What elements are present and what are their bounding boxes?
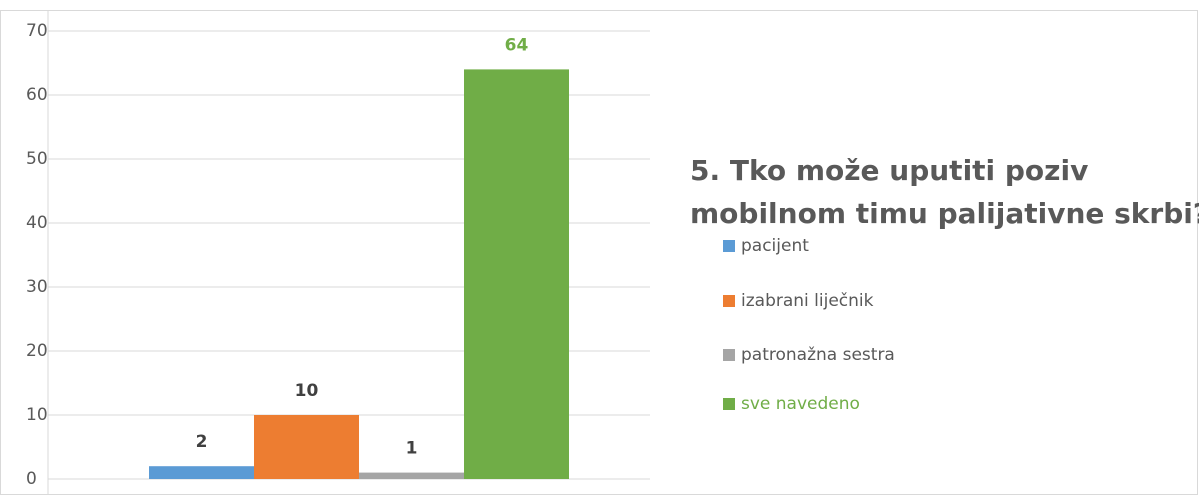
chart-title: mobilnom timu palijativne skrbi? [690,197,1199,230]
bar [464,69,569,480]
y-tick-label: 10 [26,405,48,425]
data-label: 10 [295,381,319,401]
legend-label: sve navedeno [741,394,860,414]
legend-label: pacijent [741,236,809,256]
bar [149,466,254,479]
legend-swatch [723,240,735,252]
bar [359,472,464,479]
data-label: 1 [406,439,418,459]
y-tick-label: 50 [26,149,48,169]
chart-frame [0,10,1198,495]
y-tick-label: 70 [26,21,48,41]
y-tick-label: 30 [26,277,48,297]
legend-swatch [723,349,735,361]
y-tick-label: 40 [26,213,48,233]
data-label: 2 [196,432,208,452]
data-label: 64 [505,35,529,55]
y-tick-label: 0 [26,469,37,489]
legend-swatch [723,398,735,410]
chart-title: 5. Tko može uputiti poziv [690,154,1088,187]
y-tick-label: 20 [26,341,48,361]
y-tick-label: 60 [26,85,48,105]
bar [254,415,359,479]
legend-label: patronažna sestra [741,345,895,365]
legend-swatch [723,295,735,307]
legend-label: izabrani liječnik [741,291,874,311]
